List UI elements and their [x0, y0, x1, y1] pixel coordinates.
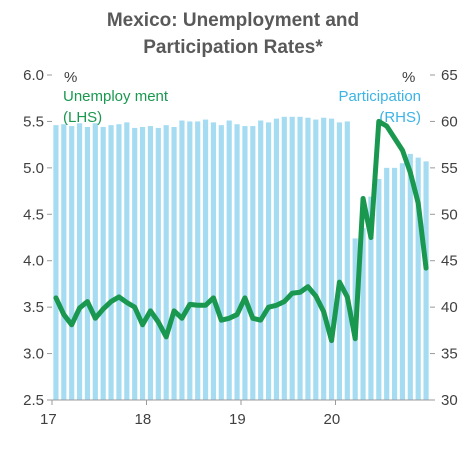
chart-title-line-1: Mexico: Unemployment and — [107, 10, 359, 31]
chart-title-line-2: Participation Rates* — [143, 37, 323, 58]
x-axis-tick-label: 18 — [135, 411, 152, 428]
right-axis-ticks: 30 35 40 45 50 55 60 65 — [430, 67, 458, 409]
participation-bar — [100, 127, 106, 400]
participation-bar — [297, 116, 303, 400]
participation-bar — [124, 122, 130, 401]
participation-bar — [399, 163, 406, 400]
participation-bar — [132, 127, 138, 401]
participation-bar — [328, 118, 335, 400]
participation-bar — [187, 121, 193, 401]
right-axis-tick-label: 30 — [441, 392, 458, 409]
right-axis-tick-label: 35 — [441, 346, 458, 363]
x-axis-tick-label: 20 — [324, 411, 341, 428]
x-axis-tick-label: 19 — [229, 411, 246, 428]
participation-bar — [234, 124, 240, 401]
participation-bar — [423, 161, 429, 400]
participation-series-label: Participation — [338, 88, 421, 105]
participation-bar — [171, 127, 177, 400]
participation-bar — [69, 126, 75, 400]
participation-bar — [155, 127, 161, 401]
participation-bar — [195, 121, 201, 401]
participation-bar — [305, 117, 311, 401]
unemployment-series-label: Unemploy ment — [63, 88, 169, 105]
participation-bar — [147, 126, 154, 400]
participation-bar — [384, 167, 390, 400]
participation-bar — [265, 122, 272, 401]
right-axis-tick-label: 55 — [441, 160, 458, 177]
participation-bar — [258, 120, 264, 400]
left-axis-tick-label: 4.0 — [23, 253, 44, 270]
right-axis-tick-label: 45 — [441, 253, 458, 270]
unemployment-line — [53, 118, 429, 344]
participation-series-axis-label: (RHS) — [379, 109, 421, 126]
participation-bar — [139, 127, 146, 400]
right-axis-unit: % — [402, 69, 415, 86]
participation-bar — [53, 125, 59, 400]
participation-bar — [116, 124, 122, 401]
right-axis-tick-label: 65 — [441, 67, 458, 84]
participation-bar — [368, 196, 374, 400]
left-axis-tick-label: 5.5 — [23, 113, 44, 130]
participation-bar — [336, 122, 343, 401]
x-axis-ticks: 17 18 19 20 — [40, 400, 340, 428]
participation-bar — [61, 124, 67, 401]
participation-bar — [344, 121, 350, 401]
participation-bar — [84, 127, 91, 400]
participation-bar — [179, 120, 185, 400]
left-axis-unit: % — [64, 69, 77, 86]
left-axis-ticks: 2.5 3.0 3.5 4.0 4.5 5.0 5.5 6.0 — [23, 67, 52, 409]
left-axis-tick-label: 5.0 — [23, 160, 44, 177]
participation-bar — [202, 119, 209, 400]
participation-bar — [391, 167, 398, 400]
participation-bar — [273, 118, 280, 400]
participation-bar — [313, 119, 319, 400]
participation-bar — [360, 228, 366, 400]
participation-bar — [92, 123, 98, 400]
x-axis-tick-label: 17 — [40, 411, 57, 428]
participation-bar — [407, 153, 413, 400]
participation-bar — [242, 126, 248, 400]
left-axis-tick-label: 4.5 — [23, 206, 44, 223]
participation-bars — [53, 116, 429, 401]
participation-bar — [210, 122, 217, 401]
participation-bar — [415, 157, 421, 400]
participation-bar — [226, 120, 232, 400]
participation-bar — [281, 116, 287, 400]
right-axis-tick-label: 50 — [441, 206, 458, 223]
right-axis-tick-label: 60 — [441, 113, 458, 130]
left-axis-tick-label: 3.5 — [23, 299, 44, 316]
participation-bar — [376, 179, 382, 400]
participation-bar — [163, 125, 169, 400]
participation-bar — [321, 117, 327, 401]
unemployment-series-axis-label: (LHS) — [63, 109, 102, 126]
participation-bar — [108, 125, 114, 400]
left-axis-tick-label: 3.0 — [23, 346, 44, 363]
participation-bar — [250, 126, 256, 400]
participation-bar — [76, 123, 83, 400]
left-axis-tick-label: 6.0 — [23, 67, 44, 84]
participation-bar — [289, 116, 295, 400]
left-axis-tick-label: 2.5 — [23, 392, 44, 409]
participation-bar — [218, 125, 224, 400]
right-axis-tick-label: 40 — [441, 299, 458, 316]
